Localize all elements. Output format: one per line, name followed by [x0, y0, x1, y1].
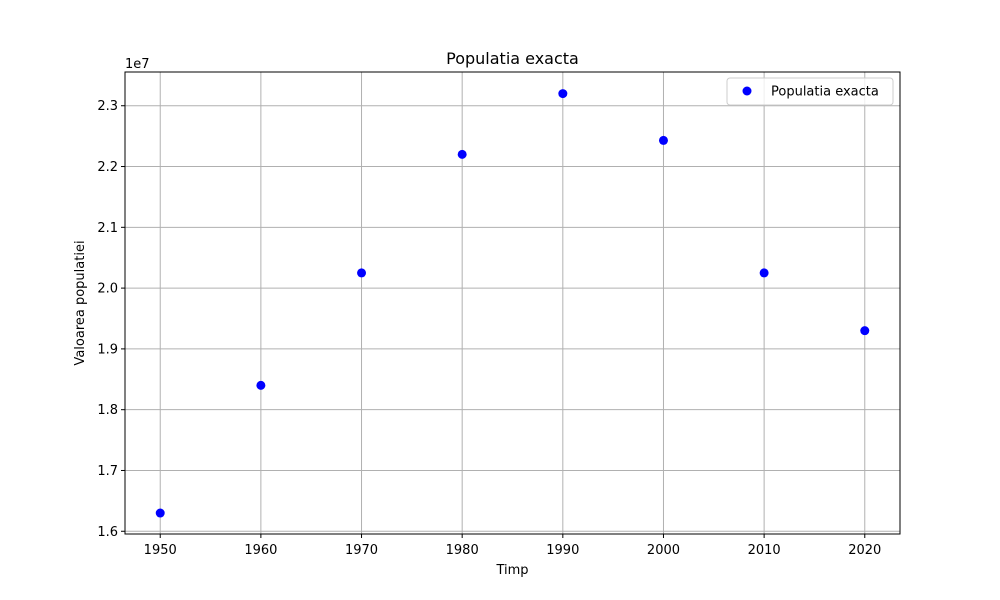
- legend-box: [726, 77, 894, 106]
- x-tick-label: 1960: [244, 543, 277, 558]
- chart-title: Populatia exacta: [446, 49, 579, 68]
- y-tick-label: 1.9: [97, 342, 118, 357]
- y-offset-label: 1e7: [125, 57, 150, 72]
- legend: Populatia exacta: [726, 77, 894, 106]
- y-tick-label: 2.0: [97, 282, 118, 297]
- data-point: [759, 268, 769, 278]
- points-layer: [155, 89, 870, 518]
- x-tick-label: 2000: [647, 543, 680, 558]
- x-tick-label: 1950: [144, 543, 177, 558]
- grid-layer: [125, 72, 900, 534]
- y-tick-label: 2.2: [97, 160, 118, 175]
- y-axis-label: Valoarea populatiei: [73, 240, 88, 365]
- x-tick-label: 1990: [546, 543, 579, 558]
- x-tick-label: 2010: [748, 543, 781, 558]
- legend-label: Populatia exacta: [771, 85, 879, 100]
- y-tick-label: 1.8: [97, 403, 118, 418]
- data-point: [860, 326, 870, 336]
- x-tick-label: 1980: [446, 543, 479, 558]
- data-point: [155, 508, 165, 518]
- legend-marker: [742, 86, 752, 96]
- axes-frame: [124, 71, 901, 535]
- data-point: [457, 149, 467, 159]
- axes-layer: 1950 1960 1970 1980 1990 2000 2010 2020 1.6 1.7 1.…: [97, 71, 901, 558]
- data-point: [256, 380, 266, 390]
- y-tick-label: 1.6: [97, 525, 118, 540]
- x-tick-label: 2020: [848, 543, 881, 558]
- y-tick-label: 2.1: [97, 221, 118, 236]
- x-tick-label: 1970: [345, 543, 378, 558]
- data-point: [357, 268, 367, 278]
- y-tick-label: 1.7: [97, 464, 118, 479]
- data-point: [658, 135, 668, 145]
- data-point: [558, 89, 568, 99]
- x-axis-label: Timp: [495, 563, 528, 578]
- plot-area: [125, 72, 900, 534]
- y-tick-label: 2.3: [97, 99, 118, 114]
